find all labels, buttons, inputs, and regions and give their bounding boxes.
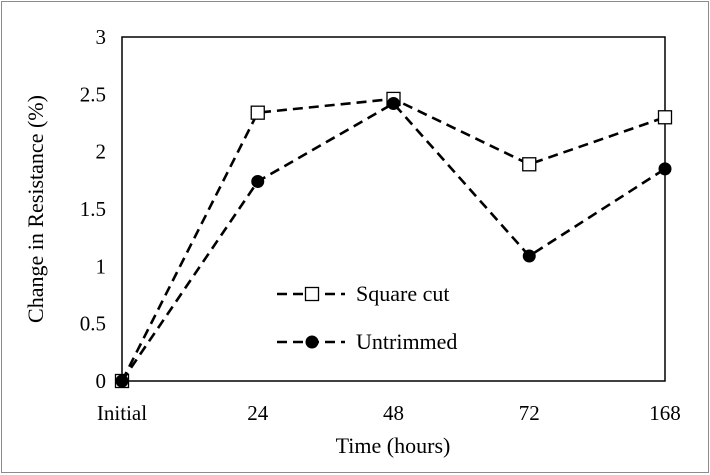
series-layer — [114, 91, 673, 389]
data-point-marker — [250, 105, 265, 120]
y-axis-tick-labels: 0 0.5 1 1.5 2 2.5 3 — [80, 25, 106, 393]
legend-item: Untrimmed — [277, 329, 457, 354]
legend-label: Square cut — [356, 281, 449, 306]
x-tick-label: Initial — [97, 401, 147, 425]
y-axis-title: Change in Resistance (%) — [23, 95, 48, 323]
y-tick-label: 1 — [96, 254, 107, 278]
x-tick-label: 24 — [247, 401, 269, 425]
data-point-marker — [522, 157, 537, 172]
plot-area-border — [121, 36, 666, 382]
x-tick-label: 48 — [383, 401, 404, 425]
y-tick-label: 0.5 — [80, 312, 106, 336]
data-point-marker — [657, 110, 673, 125]
y-tick-label: 2 — [96, 140, 107, 164]
y-tick-label: 2.5 — [80, 82, 106, 106]
x-tick-label: 72 — [519, 401, 540, 425]
y-tick-label: 3 — [96, 25, 107, 49]
data-point-marker — [658, 162, 672, 176]
x-tick-label: 168 — [649, 401, 681, 425]
series-line — [120, 101, 666, 382]
x-axis-title: Time (hours) — [336, 433, 451, 458]
data-point-marker — [522, 249, 536, 263]
legend: Square cut Untrimmed — [277, 281, 457, 354]
legend-marker — [304, 286, 320, 302]
x-axis-tick-labels: Initial 24 48 72 168 — [97, 401, 681, 425]
data-point-marker — [115, 374, 129, 388]
legend-marker — [305, 335, 319, 349]
y-tick-label: 1.5 — [80, 197, 106, 221]
legend-item: Square cut — [277, 281, 449, 306]
data-point-marker — [251, 174, 265, 188]
y-tick-label: 0 — [96, 369, 107, 393]
legend-label: Untrimmed — [356, 329, 457, 354]
series-2 — [115, 97, 672, 388]
data-point-marker — [387, 97, 400, 111]
